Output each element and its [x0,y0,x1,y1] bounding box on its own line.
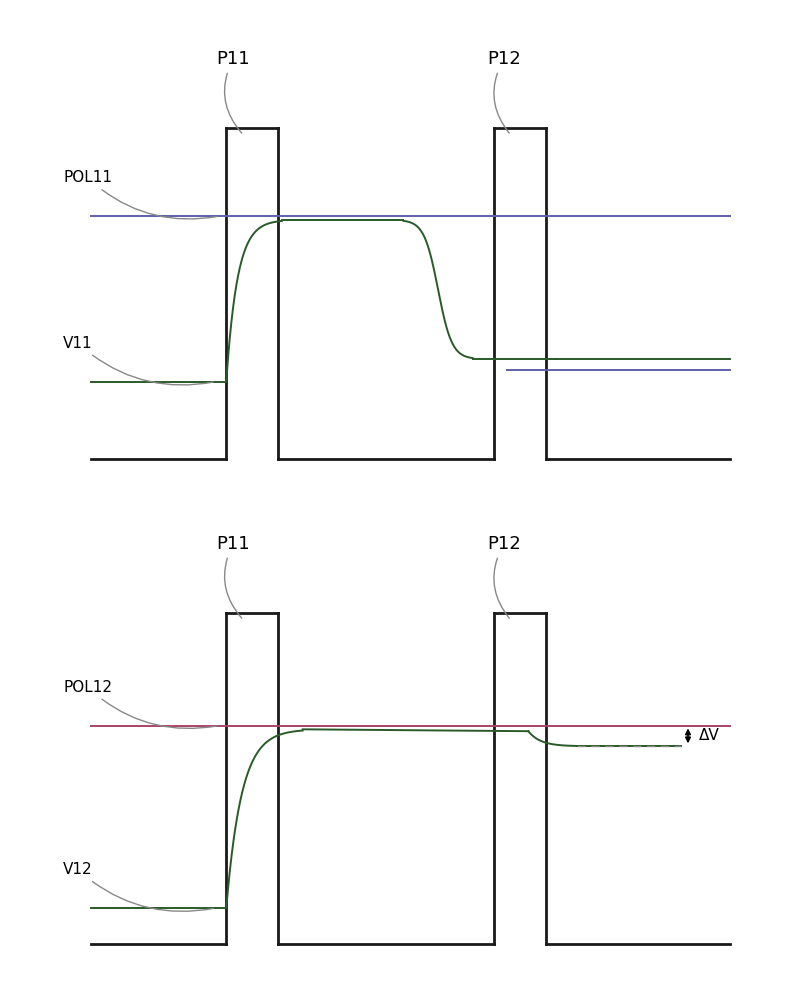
Text: POL12: POL12 [63,680,217,728]
Text: V12: V12 [63,862,213,911]
Text: P12: P12 [487,50,521,133]
Text: P11: P11 [216,50,250,133]
Text: V11: V11 [63,336,213,385]
Text: P12: P12 [487,535,521,618]
Text: POL11: POL11 [63,170,217,219]
Text: ΔV: ΔV [698,728,719,743]
Text: P11: P11 [216,535,250,618]
